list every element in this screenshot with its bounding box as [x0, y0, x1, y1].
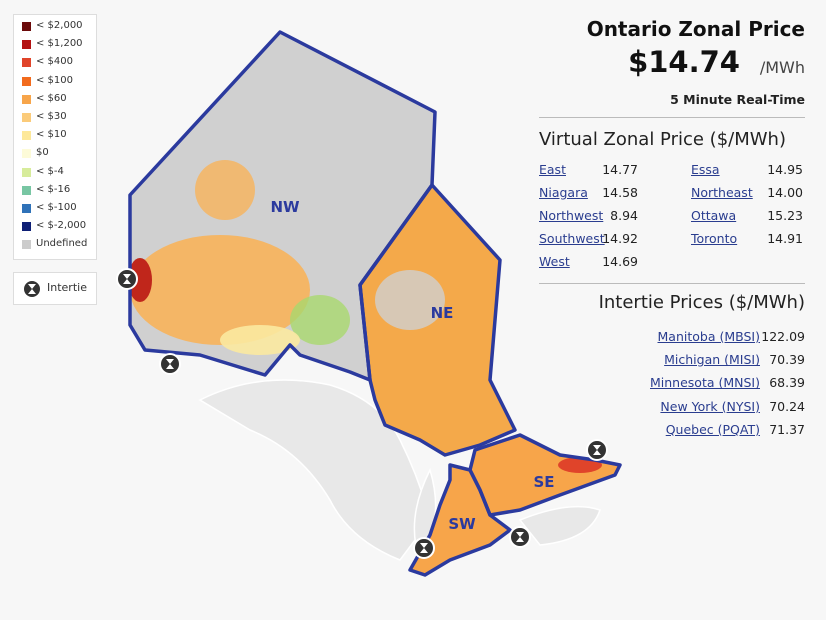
- price-unit: /MWh: [759, 58, 805, 77]
- legend-swatch: [22, 113, 31, 122]
- intertie-marker[interactable]: [509, 526, 531, 548]
- legend-swatch: [22, 167, 31, 177]
- zone-link[interactable]: Southwest: [539, 231, 605, 246]
- legend-swatch: [22, 40, 31, 50]
- legend-swatch: [22, 185, 31, 195]
- legend-label: $0: [36, 147, 49, 159]
- intertie-marker[interactable]: [586, 439, 608, 461]
- zone-value: 14.77: [602, 162, 638, 177]
- intertie-value: 122.09: [761, 329, 805, 344]
- zone-link[interactable]: Ottawa: [691, 208, 737, 223]
- zone-link[interactable]: Northeast: [691, 185, 753, 200]
- zone-link[interactable]: East: [539, 162, 566, 177]
- intertie-marker[interactable]: [159, 353, 181, 375]
- zone-value: 14.92: [602, 231, 638, 246]
- zone-value: 8.94: [610, 208, 638, 223]
- se-fill: [470, 435, 620, 515]
- virtual-title: Virtual Zonal Price ($/MWh): [539, 129, 786, 150]
- legend-swatch: [22, 76, 31, 86]
- legend-swatch: [22, 58, 31, 68]
- zone-label: SE: [533, 473, 554, 491]
- intertie-link[interactable]: New York (NYSI): [660, 398, 760, 414]
- legend-label: < $1,200: [36, 38, 83, 50]
- zone-labels: NW NE SE SW: [270, 198, 554, 533]
- legend-label: < $60: [36, 92, 67, 104]
- zone-link[interactable]: Essa: [691, 162, 720, 177]
- legend-label: < $30: [36, 111, 67, 122]
- intertie-value: 71.37: [769, 421, 805, 437]
- zone-value: 14.91: [767, 231, 803, 246]
- legend-label: < $-16: [36, 183, 71, 195]
- intertie-value: 70.24: [769, 398, 805, 414]
- zone-label: SW: [448, 515, 476, 533]
- legend-swatch: [22, 131, 31, 141]
- zone-link[interactable]: Toronto: [691, 231, 738, 246]
- legend-label: < $400: [36, 56, 74, 68]
- intertie-link[interactable]: Manitoba (MBSI): [657, 329, 760, 344]
- zone-value: 15.23: [767, 208, 803, 223]
- intertie-icon: [24, 281, 40, 297]
- legend: < $2,000 < $1,200 < $400 < $100 < $60 < $30 < …: [13, 14, 97, 260]
- zone-value: 14.69: [602, 254, 638, 269]
- intertie-link[interactable]: Quebec (PQAT): [665, 421, 760, 437]
- legend-swatch: [22, 94, 31, 104]
- legend-label: < $-4: [36, 165, 64, 177]
- price-heat: [128, 160, 350, 355]
- sw-fill: [410, 465, 510, 575]
- divider: [539, 283, 805, 284]
- legend-swatch: [22, 204, 31, 213]
- intertie-icons: [116, 268, 608, 559]
- legend-label: < $-2,000: [36, 220, 87, 232]
- intertie-value: 68.39: [769, 375, 805, 391]
- zone-value: 14.95: [767, 162, 803, 177]
- intertie-legend: Intertie: [13, 272, 97, 305]
- ne-undefined: [375, 270, 445, 330]
- price: $14.74: [628, 45, 740, 79]
- legend-label: < $10: [36, 129, 67, 141]
- lakes: [198, 379, 601, 562]
- divider: [539, 117, 805, 118]
- legend-swatch: [22, 149, 31, 159]
- intertie-marker[interactable]: [116, 268, 138, 290]
- legend-label: < $100: [36, 74, 74, 86]
- zone-link[interactable]: West: [539, 254, 570, 269]
- zone-value: 14.00: [767, 185, 803, 200]
- intertie-title: Intertie Prices ($/MWh): [598, 292, 805, 313]
- legend-label: < $2,000: [36, 20, 83, 31]
- zone-value: 14.58: [602, 185, 638, 200]
- intertie-marker[interactable]: [413, 537, 435, 559]
- intertie-value: 70.39: [769, 352, 805, 368]
- zone-label: NW: [270, 198, 300, 216]
- intertie-link[interactable]: Michigan (MISI): [664, 352, 760, 368]
- zone-label: NE: [431, 304, 454, 322]
- legend-label: < $-100: [36, 202, 77, 213]
- title: Ontario Zonal Price: [586, 17, 805, 41]
- legend-label: Undefined: [36, 238, 88, 250]
- intertie-link[interactable]: Minnesota (MNSI): [650, 375, 760, 391]
- legend-swatch: [22, 22, 31, 31]
- zone-link[interactable]: Niagara: [539, 185, 588, 200]
- ne-fill: [360, 185, 515, 455]
- zone-link[interactable]: Northwest: [539, 208, 604, 223]
- subtitle: 5 Minute Real-Time: [670, 92, 805, 107]
- zone-borders: [128, 30, 622, 577]
- intertie-label: Intertie: [47, 281, 87, 294]
- legend-swatch: [22, 222, 31, 232]
- legend-swatch: [22, 240, 31, 250]
